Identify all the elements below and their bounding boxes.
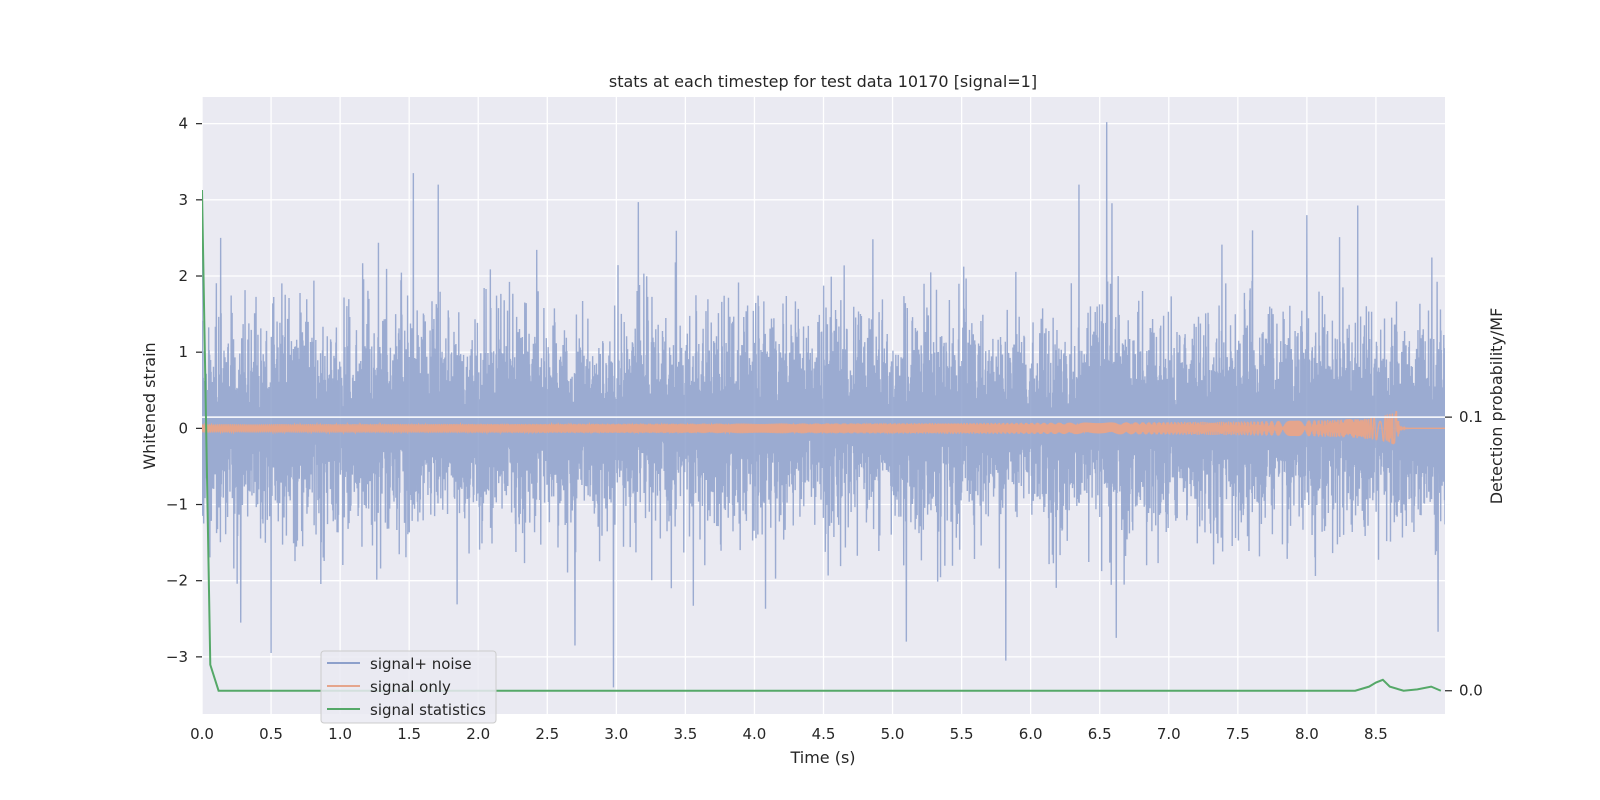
x-tick-label: 5.5 <box>950 725 974 743</box>
legend-box <box>320 650 497 724</box>
legend: signal+ noise signal only signal statist… <box>320 650 497 724</box>
x-tick-label: 8.0 <box>1295 725 1319 743</box>
y-tick-label: 4 <box>178 115 188 133</box>
series-signal-noise <box>202 122 1445 688</box>
x-axis: 0.0 0.5 1.0 1.5 2.0 2.5 3.0 3.5 4.0 4.5 5.0 5.5 6.0 6… <box>190 725 1388 743</box>
y-tick-label: 3 <box>178 191 188 209</box>
x-tick-label: 4.5 <box>812 725 836 743</box>
y-tick-label: 1 <box>178 343 188 361</box>
y-tick-label: 2 <box>178 267 188 285</box>
x-tick-label: 2.0 <box>466 725 490 743</box>
y2-tick-label: 0.0 <box>1459 682 1483 700</box>
x-tick-label: 3.0 <box>604 725 628 743</box>
x-tick-label: 2.5 <box>535 725 559 743</box>
x-tick-label: 7.0 <box>1157 725 1181 743</box>
x-tick-label: 1.5 <box>397 725 421 743</box>
y-tick-label: −2 <box>166 572 188 590</box>
y2-tick-label: 0.1 <box>1459 408 1483 426</box>
x-tick-label: 6.5 <box>1088 725 1112 743</box>
legend-label-signal-statistics: signal statistics <box>370 701 486 719</box>
legend-label-signal-only: signal only <box>370 678 451 696</box>
plot-area <box>202 122 1445 692</box>
legend-label-signal-noise: signal+ noise <box>370 655 472 673</box>
y-tick-label: −3 <box>166 648 188 666</box>
x-tick-label: 4.0 <box>743 725 767 743</box>
chart-title: stats at each timestep for test data 101… <box>609 72 1037 91</box>
x-tick-label: 0.5 <box>259 725 283 743</box>
y-axis: −3 −2 −1 0 1 2 3 4 <box>166 115 202 666</box>
x-tick-label: 1.0 <box>328 725 352 743</box>
x-tick-label: 5.0 <box>881 725 905 743</box>
x-tick-label: 3.5 <box>673 725 697 743</box>
y-axis-title: Whitened strain <box>140 342 159 469</box>
x-tick-label: 6.0 <box>1019 725 1043 743</box>
y2-axis-title: Detection probability/MF <box>1487 308 1506 505</box>
y-tick-label: 0 <box>178 419 188 437</box>
series-signal-statistics <box>202 190 1442 692</box>
series-signal-only <box>202 410 1445 445</box>
x-tick-label: 0.0 <box>190 725 214 743</box>
y2-axis: 0.0 0.1 <box>1445 408 1483 700</box>
x-tick-label: 8.5 <box>1364 725 1388 743</box>
x-tick-label: 7.5 <box>1226 725 1250 743</box>
y-tick-label: −1 <box>166 496 188 514</box>
x-axis-title: Time (s) <box>789 748 855 767</box>
